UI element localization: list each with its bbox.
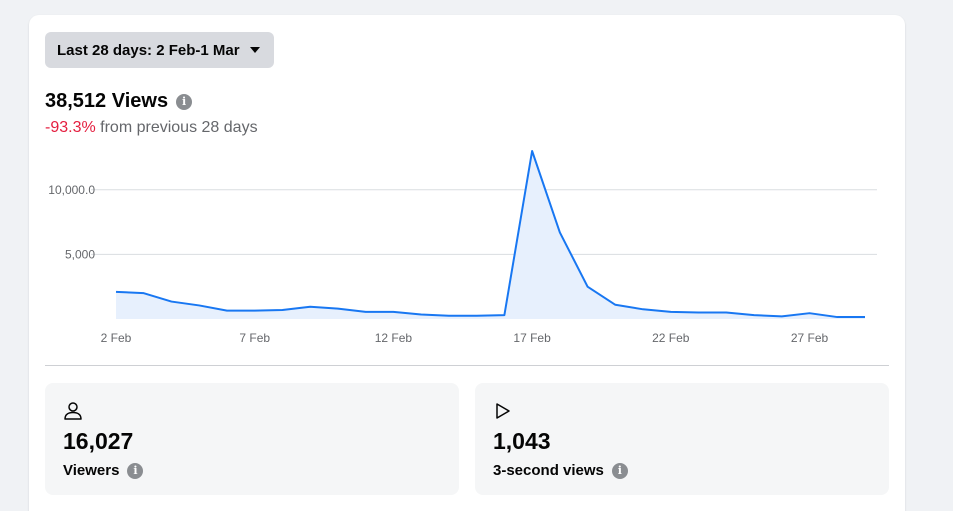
x-tick-label: 7 Feb [239, 331, 270, 345]
info-icon[interactable]: i [127, 462, 144, 479]
x-tick-label: 2 Feb [101, 331, 132, 345]
views-change: -93.3% from previous 28 days [45, 119, 258, 137]
y-tick-label: 5,000 [65, 247, 95, 261]
viewers-label: Viewers [63, 462, 120, 479]
three-second-views-label-row: 3-second views i [493, 462, 628, 479]
divider [45, 365, 889, 366]
views-series-line [115, 150, 865, 319]
x-tick-label: 17 Feb [513, 331, 551, 345]
views-line-chart: 10,000.0 5,000 2 Feb 7 Feb 12 Feb 17 Feb 22 Fe… [48, 150, 877, 345]
three-second-views-label: 3-second views [493, 462, 604, 479]
viewers-stat-card: 16,027 Viewers i [45, 383, 459, 495]
caret-down-icon [249, 47, 260, 53]
x-tick-label: 22 Feb [652, 331, 690, 345]
three-second-views-value: 1,043 [493, 428, 551, 454]
views-insights-card: Last 28 days: 2 Feb-1 Mar 38,512 Views i… [29, 15, 905, 511]
three-second-views-stat-card: 1,043 3-second views i [475, 383, 889, 495]
person-icon [64, 402, 82, 420]
views-area-fill [116, 151, 865, 319]
x-tick-label: 27 Feb [791, 331, 829, 345]
info-icon[interactable]: i [176, 93, 193, 110]
change-suffix: from previous 28 days [100, 119, 258, 136]
play-icon [496, 403, 510, 419]
views-header: 38,512 Views i [45, 90, 193, 113]
viewers-value: 16,027 [63, 428, 134, 454]
viewers-label-row: Viewers i [63, 462, 144, 479]
x-tick-label: 12 Feb [375, 331, 413, 345]
change-percent: -93.3% [45, 119, 96, 136]
y-tick-label: 10,000.0 [48, 183, 95, 197]
views-total: 38,512 Views [45, 90, 169, 112]
info-icon[interactable]: i [611, 462, 628, 479]
date-range-label: Last 28 days: 2 Feb-1 Mar [57, 41, 240, 59]
date-range-dropdown[interactable]: Last 28 days: 2 Feb-1 Mar [45, 32, 274, 68]
